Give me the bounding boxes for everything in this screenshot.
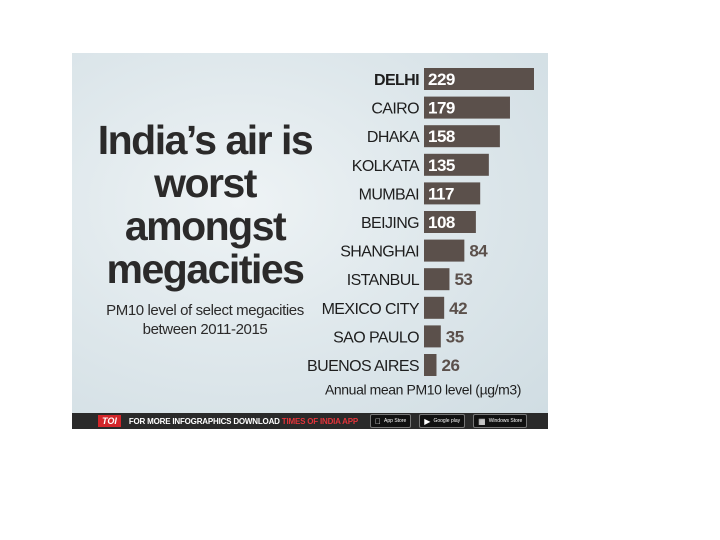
app-store-label: App Store	[378, 418, 406, 424]
value-label: 179	[428, 99, 455, 118]
bar-mumbai	[424, 182, 481, 205]
bar-shanghai	[424, 239, 465, 262]
value-label: 35	[446, 327, 464, 346]
value-label: 108	[428, 213, 455, 232]
category-label: KOLKATA	[352, 158, 420, 175]
toi-logo: TOI	[98, 415, 121, 427]
bar-beijing	[424, 211, 476, 233]
value-label: 42	[449, 299, 467, 318]
value-label: 26	[441, 356, 459, 375]
download-text: FOR MORE INFOGRAPHICS DOWNLOAD TIMES OF …	[129, 417, 358, 426]
category-label: BEIJING	[361, 215, 419, 232]
headline: India’s air is worst amongst megacities	[97, 117, 314, 292]
subtitle: PM10 level of select megacities between …	[106, 302, 304, 338]
footer-bar: TOI FOR MORE INFOGRAPHICS DOWNLOAD TIMES…	[72, 413, 548, 429]
category-label: ISTANBUL	[347, 272, 420, 289]
windows-icon: ▦	[472, 416, 486, 426]
apple-icon: 	[375, 417, 381, 426]
google-play-label: Google play	[427, 418, 460, 424]
bar-delhi	[424, 68, 534, 90]
bar-istanbul	[424, 268, 450, 291]
bar-cairo	[424, 96, 510, 119]
x-axis-label: Annual mean PM10 level (µg/m3)	[325, 382, 521, 398]
windows-store-label: Windows Store	[482, 418, 523, 424]
bar-buenos-aires	[424, 354, 437, 376]
bar-chart: DELHI 229 CAIRO 179 DHAKA 158 KOLKATA 135 MUMBAI…	[307, 68, 534, 398]
infographic-panel: India’s air is worst amongst megacities …	[72, 53, 548, 429]
category-label: BUENOS AIRES	[307, 358, 419, 375]
download-app-name: TIMES OF INDIA APP	[281, 416, 359, 426]
value-label: 117	[428, 184, 454, 203]
value-label: 53	[454, 270, 472, 289]
category-label: SAO PAULO	[333, 329, 419, 346]
value-label: 158	[428, 127, 455, 146]
play-icon: ▶	[418, 416, 430, 426]
category-label: SHANGHAI	[340, 244, 419, 261]
download-prefix: FOR MORE INFOGRAPHICS DOWNLOAD	[128, 416, 280, 426]
bar-mexico-city	[424, 296, 445, 319]
bar-kolkata	[424, 153, 489, 176]
value-label: 135	[428, 156, 455, 175]
category-label: DELHI	[374, 72, 419, 89]
category-label: MUMBAI	[359, 186, 419, 203]
value-label: 229	[428, 70, 455, 89]
value-label: 84	[469, 242, 488, 261]
google-play-button[interactable]: ▶ Google play	[418, 414, 466, 428]
category-label: DHAKA	[367, 129, 420, 146]
bar-dhaka	[424, 125, 500, 148]
category-label: MEXICO CITY	[322, 301, 420, 318]
category-label: CAIRO	[371, 101, 419, 118]
app-store-button[interactable]:  App Store	[370, 414, 412, 428]
bar-sao-paulo	[424, 325, 441, 348]
windows-store-button[interactable]: ▦ Windows Store	[472, 414, 528, 428]
